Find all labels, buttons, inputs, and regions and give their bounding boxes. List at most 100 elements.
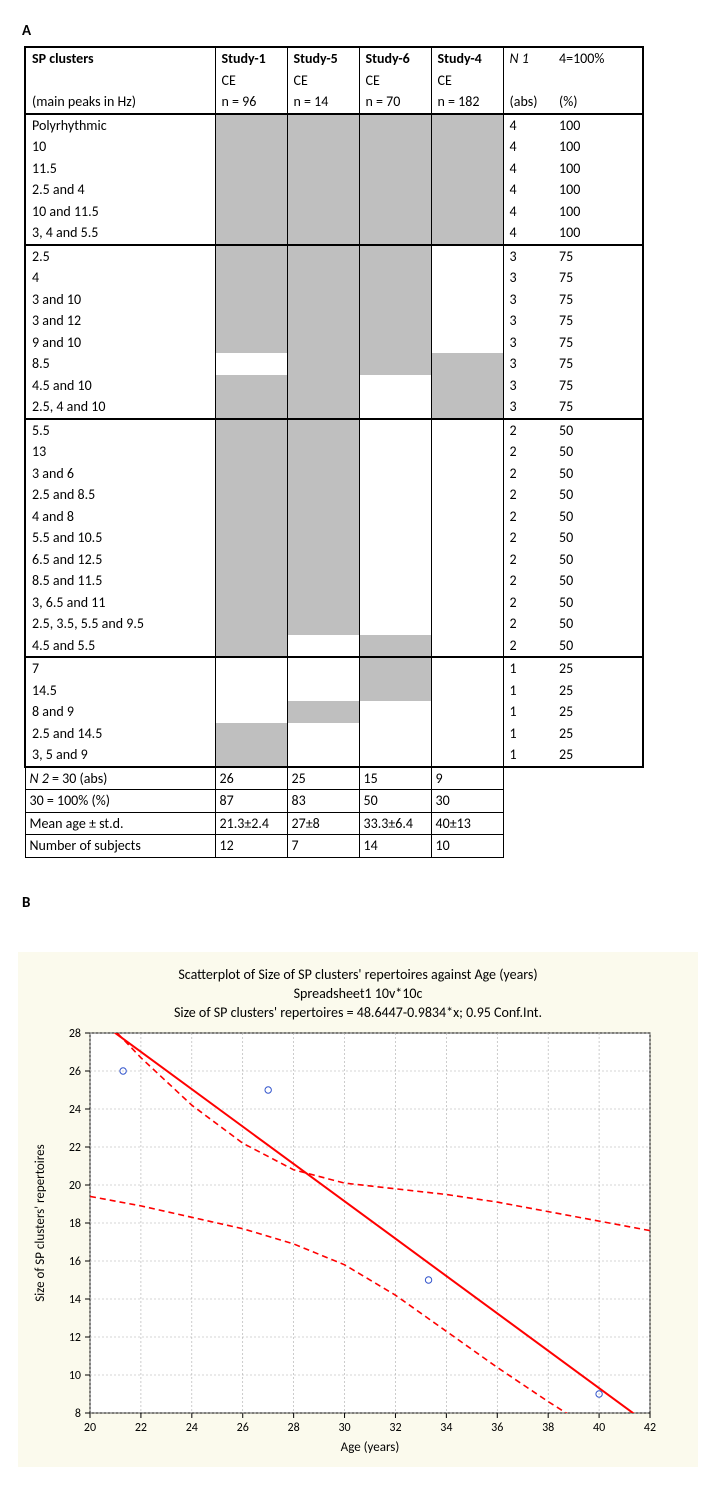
presence-cell: [359, 506, 431, 528]
header-sub: CE: [431, 70, 503, 92]
presence-cell: [431, 267, 503, 289]
presence-cell: [359, 441, 431, 463]
presence-cell: [215, 463, 287, 485]
summary-value: 40±13: [431, 812, 503, 835]
presence-cell: [359, 136, 431, 158]
presence-cell: [215, 310, 287, 332]
presence-cell: [359, 744, 431, 767]
row-label: 11.5: [25, 158, 215, 180]
xtick-label: 26: [237, 1421, 249, 1435]
presence-cell: [287, 441, 359, 463]
row-label: 13: [25, 441, 215, 463]
row-label: 3, 6.5 and 11: [25, 592, 215, 614]
n1-abs: 3: [503, 353, 553, 375]
presence-cell: [215, 114, 287, 137]
summary-value: 7: [287, 835, 359, 858]
row-label: 2.5, 4 and 10: [25, 396, 215, 419]
header-sub: CE: [215, 70, 287, 92]
presence-cell: [287, 701, 359, 723]
header-sub: n = 182: [431, 91, 503, 114]
presence-cell: [431, 506, 503, 528]
presence-cell: [287, 310, 359, 332]
n1-pct: 50: [553, 613, 643, 635]
xtick-label: 28: [288, 1421, 300, 1435]
n1-pct: 75: [553, 332, 643, 354]
summary-value: 27±8: [287, 812, 359, 835]
row-label: 10: [25, 136, 215, 158]
header-sub: (abs): [503, 91, 553, 114]
row-label: 3 and 12: [25, 310, 215, 332]
ytick-label: 12: [69, 1331, 81, 1345]
summary-blank: [503, 767, 553, 790]
row-label: 2.5 and 14.5: [25, 723, 215, 745]
presence-cell: [431, 114, 503, 137]
n1-abs: 2: [503, 613, 553, 635]
n1-abs: 1: [503, 744, 553, 767]
summary-value: 25: [287, 767, 359, 790]
presence-cell: [359, 592, 431, 614]
header-sub: (main peaks in Hz): [25, 91, 215, 114]
row-label: 5.5 and 10.5: [25, 527, 215, 549]
presence-cell: [431, 419, 503, 442]
n1-abs: 4: [503, 114, 553, 137]
header-pct: 4=100%: [553, 47, 643, 70]
presence-cell: [287, 179, 359, 201]
summary-label: Mean age ± st.d.: [25, 812, 215, 835]
xtick-label: 24: [186, 1421, 198, 1435]
presence-cell: [215, 744, 287, 767]
n1-abs: 2: [503, 570, 553, 592]
presence-cell: [431, 375, 503, 397]
presence-cell: [215, 484, 287, 506]
presence-cell: [287, 158, 359, 180]
presence-cell: [431, 657, 503, 680]
n1-abs: 3: [503, 245, 553, 268]
summary-value: 26: [215, 767, 287, 790]
xtick-label: 42: [644, 1421, 656, 1435]
scatter-chart-svg: 2022242628303234363840428101214161820222…: [28, 1023, 662, 1457]
presence-cell: [287, 136, 359, 158]
n1-abs: 2: [503, 419, 553, 442]
header-sub: [553, 70, 643, 92]
presence-cell: [215, 441, 287, 463]
row-label: 2.5 and 8.5: [25, 484, 215, 506]
presence-cell: [287, 201, 359, 223]
presence-cell: [359, 201, 431, 223]
row-label: 4.5 and 10: [25, 375, 215, 397]
n1-pct: 50: [553, 635, 643, 658]
presence-cell: [359, 549, 431, 571]
presence-cell: [359, 484, 431, 506]
presence-cell: [287, 484, 359, 506]
presence-cell: [215, 375, 287, 397]
ytick-label: 18: [69, 1217, 81, 1231]
presence-cell: [287, 245, 359, 268]
presence-cell: [287, 527, 359, 549]
presence-cell: [215, 158, 287, 180]
presence-cell: [287, 570, 359, 592]
presence-cell: [431, 592, 503, 614]
n1-pct: 75: [553, 375, 643, 397]
presence-cell: [287, 680, 359, 702]
summary-blank: [503, 835, 553, 858]
presence-cell: [431, 441, 503, 463]
presence-cell: [431, 332, 503, 354]
presence-cell: [431, 136, 503, 158]
ytick-label: 14: [69, 1293, 81, 1307]
presence-cell: [431, 723, 503, 745]
row-label: 3 and 6: [25, 463, 215, 485]
presence-cell: [287, 635, 359, 658]
n1-abs: 4: [503, 179, 553, 201]
presence-cell: [215, 549, 287, 571]
presence-cell: [431, 201, 503, 223]
header-sub: CE: [287, 70, 359, 92]
presence-cell: [215, 245, 287, 268]
ytick-label: 20: [69, 1179, 81, 1193]
row-label: 7: [25, 657, 215, 680]
presence-cell: [431, 549, 503, 571]
n1-abs: 1: [503, 723, 553, 745]
row-label: 5.5: [25, 419, 215, 442]
row-label: 3 and 10: [25, 289, 215, 311]
n1-abs: 3: [503, 332, 553, 354]
presence-cell: [287, 463, 359, 485]
xtick-label: 38: [542, 1421, 554, 1435]
presence-cell: [431, 353, 503, 375]
